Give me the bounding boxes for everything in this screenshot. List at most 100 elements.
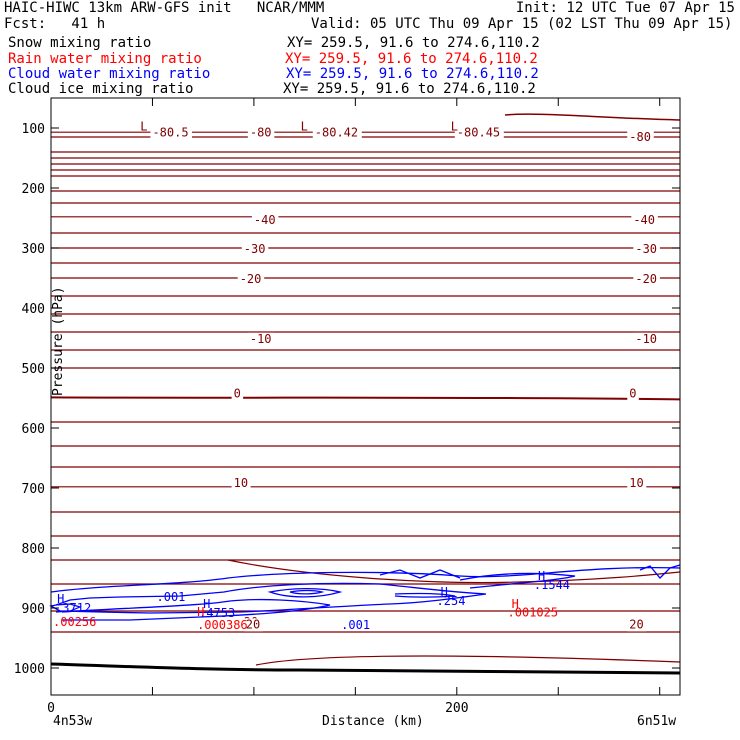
isotherm-label-bg [633,332,660,346]
isotherm-label-bg [243,618,263,632]
forecast-hour: Fcst: 41 h [4,16,106,32]
isotherm-line [50,313,681,315]
isotherm-label: -80.45 [457,125,500,139]
isotherm-label-bg [247,126,275,140]
isotherm-label-bg [627,387,639,401]
isotherm-line [50,511,681,513]
legend-xy-rain: XY= 259.5, 91.6 to 274.6,110.2 [285,51,538,67]
rain-label: .000386 [197,618,248,632]
legend-label-snow: Snow mixing ratio [8,35,152,51]
cloud-water-label: .3712 [55,601,91,615]
isotherm-line [50,559,681,561]
y-axis-label: Pressure (hPa) [51,286,66,396]
cloud-water-contour [289,589,325,595]
cloud-water-label: H [203,597,210,611]
isotherm-line [50,445,681,447]
y-tick-label: 700 [22,482,45,497]
rain-label: .00256 [53,615,96,629]
isotherm-line [50,277,681,279]
isotherm-label-bg [627,476,647,490]
isotherm-label: 20 [246,617,260,631]
isotherm-label-bg [633,272,660,286]
y-tick-label: 600 [22,422,45,437]
isotherm-line [50,396,681,401]
isotherm-label: -20 [240,272,262,286]
cloud-water-label: .001 [157,590,186,604]
isotherm-line [50,485,681,488]
isotherm-label-bg [627,131,654,145]
legend-label-cloud-ice: Cloud ice mixing ratio [8,81,194,97]
cloud-water-contours [49,564,681,621]
rain-label: H [197,605,204,619]
init-time: Init: 12 UTC Tue 07 Apr 15 [515,0,735,16]
isotherm-label-bg [454,126,504,140]
temperature-contours [50,113,681,666]
y-tick-label: 500 [22,362,45,377]
isotherm-line [50,262,681,264]
legend-xy-snow: XY= 259.5, 91.6 to 274.6,110.2 [287,35,540,51]
y-tick-label: 900 [22,602,45,617]
cloud-water-contour [639,564,681,579]
isotherm-label: 0 [234,386,241,400]
isotherm-line [50,202,681,204]
x-tick-label: 200 [445,701,468,716]
y-tick-label: 400 [22,302,45,317]
isotherm-label-bg [231,387,244,401]
contour-labels: -80.5 -80 -80.42 -80.45 -80 -40 -40 -30 -30 -20 -2… [53,119,660,632]
isotherm-line [50,421,681,423]
isotherm-line [50,331,681,333]
cloud-water-label: .4753 [199,606,235,620]
isotherm-label-bg [150,126,192,140]
isotherm-line [50,232,681,234]
isotherm-label: -10 [250,332,272,346]
isotherm-label-bg [312,126,362,140]
isotherm-label: -80.5 [152,125,188,139]
isotherm-label: -20 [635,272,657,286]
isotherm-line [50,163,681,165]
plot-frame [50,97,681,696]
isotherm-label: -80 [250,125,272,139]
isotherm-label: 20 [629,617,643,631]
cloud-water-contour [50,566,681,593]
rain-label: H [512,597,519,611]
low-marker: L [451,119,458,133]
cloud-water-label: H [538,569,545,583]
isotherm-line [50,175,681,177]
cloud-water-contour [61,598,331,621]
x-axis-label: Distance (km) [322,714,424,729]
isotherm-label: -80.42 [315,125,358,139]
cloud-water-contour [267,587,343,598]
y-tick-label: 800 [22,542,45,557]
isotherm-label-bg [251,214,279,227]
isotherm-label: -10 [635,332,657,346]
isotherm-line [50,610,681,612]
isotherm-line [504,113,681,121]
isotherm-line [227,559,681,584]
isotherm-line [50,631,681,633]
surface-line [50,662,681,675]
terrain-lines [50,662,681,675]
rain-label: .001025 [508,605,559,619]
legend-xy-cloud-ice: XY= 259.5, 91.6 to 274.6,110.2 [283,81,536,97]
isotherm-label-bg [627,618,647,632]
x-right-location: 6n51w [637,714,676,729]
isotherm-line [50,295,681,297]
x-left-location: 4n53w [53,714,92,729]
cloud-water-contour [379,569,461,579]
isotherm-label-bg [247,332,275,346]
isotherm-line [50,349,681,351]
cloud-water-label: .001 [341,618,370,632]
isotherm-label: 0 [629,386,636,400]
isotherm-label: -80 [629,130,651,144]
x-tick-label: 0 [47,701,55,716]
y-tick-label: 300 [22,242,45,257]
isotherm-line [50,131,681,134]
legend-label-rain: Rain water mixing ratio [8,51,202,67]
isotherm-line [50,169,681,171]
isotherm-label: -30 [244,242,266,256]
isotherm-label: 10 [629,476,643,490]
isotherm-line [50,367,681,369]
legend-xy-cloud-water: XY= 259.5, 91.6 to 274.6,110.2 [286,66,539,82]
isotherm-label-bg [241,242,269,256]
